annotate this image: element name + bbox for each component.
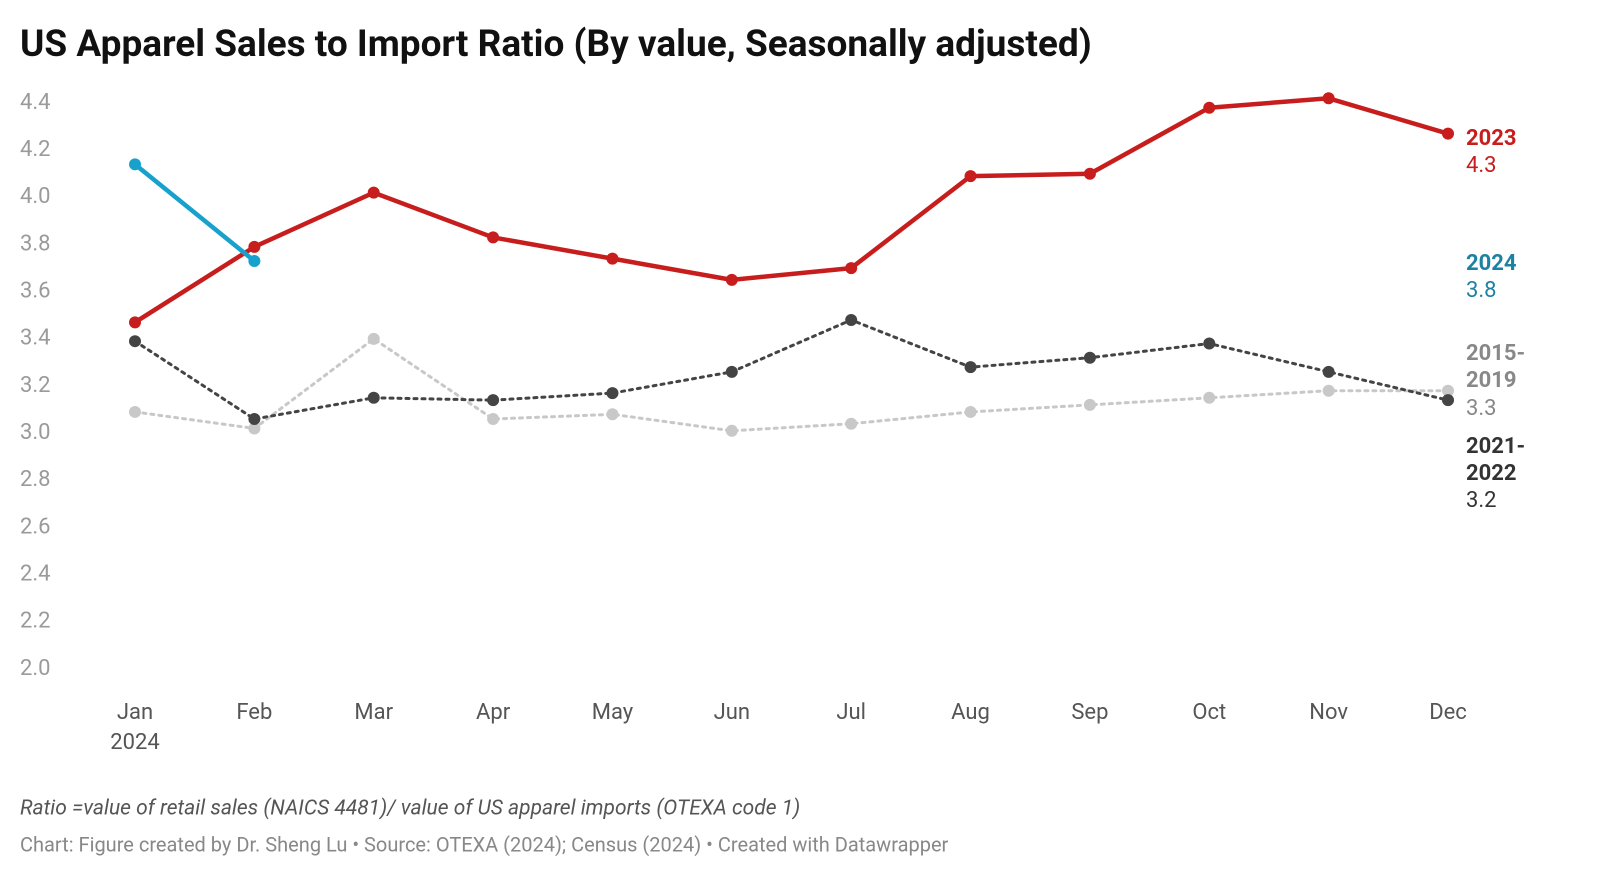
data-point: [1203, 391, 1216, 404]
series-label-part: 2022: [1466, 461, 1517, 486]
y-tick-label: 2.8: [20, 467, 51, 492]
data-point: [487, 394, 500, 407]
series-label: 2024: [1466, 251, 1517, 276]
y-tick-label: 3.4: [20, 326, 51, 351]
data-point: [964, 405, 977, 418]
data-point: [606, 252, 619, 265]
series-end-label: 3.3: [1466, 396, 1497, 421]
x-tick-label: Apr: [476, 700, 511, 725]
y-tick-label: 4.0: [20, 184, 51, 209]
x-tick-label: Sep: [1071, 700, 1108, 725]
series-label: 2015-2019: [1466, 341, 1525, 393]
data-point: [248, 255, 261, 268]
x-year-label: 2024: [110, 730, 159, 755]
data-point: [248, 422, 261, 435]
x-tick-label: May: [592, 700, 634, 725]
y-tick-label: 4.4: [20, 90, 51, 115]
series-line: [132, 96, 1451, 325]
data-point: [129, 158, 141, 171]
data-point: [129, 405, 141, 418]
data-point: [487, 231, 500, 244]
data-point: [1203, 101, 1216, 114]
data-point: [367, 391, 380, 404]
series-label-part: 2019: [1466, 368, 1517, 393]
data-point: [1322, 365, 1335, 378]
x-tick-label: Mar: [354, 700, 393, 725]
y-tick-label: 2.4: [20, 561, 51, 586]
y-tick-label: 3.6: [20, 278, 51, 303]
data-point: [248, 240, 261, 253]
data-point: [964, 170, 977, 183]
data-point: [1203, 337, 1216, 350]
data-point: [606, 408, 619, 421]
data-point: [1083, 351, 1096, 364]
x-tick-label: Feb: [236, 700, 272, 725]
data-point: [1083, 167, 1096, 180]
data-point: [1322, 92, 1335, 105]
x-tick-label: Oct: [1192, 700, 1226, 725]
series-end-label: 3.2: [1466, 488, 1497, 513]
series-label-part: 2015-: [1466, 341, 1525, 366]
data-point: [367, 332, 380, 345]
data-point: [606, 387, 619, 400]
data-point: [1442, 384, 1454, 397]
data-point: [725, 424, 738, 437]
chart-note: Ratio =value of retail sales (NAICS 4481…: [20, 797, 800, 821]
x-tick-label: Aug: [951, 700, 990, 725]
data-point: [248, 413, 261, 426]
x-tick-label: Jul: [836, 700, 866, 725]
x-tick-label: Dec: [1429, 700, 1467, 725]
series-line: [133, 337, 1450, 433]
series-line: [132, 162, 257, 264]
series-label: 2021-2022: [1466, 434, 1525, 486]
series-label-part: 2021-: [1466, 434, 1525, 459]
data-point: [845, 417, 858, 430]
data-point: [367, 186, 380, 199]
data-point: [845, 313, 858, 326]
y-tick-label: 3.8: [20, 231, 51, 256]
data-point: [129, 335, 141, 348]
y-tick-label: 2.6: [20, 514, 51, 539]
chart-title: US Apparel Sales to Import Ratio (By val…: [20, 23, 1092, 66]
data-point: [1442, 127, 1454, 140]
series-end-label: 3.8: [1466, 278, 1497, 303]
series-line: [133, 318, 1450, 421]
y-tick-label: 4.2: [20, 137, 51, 162]
data-point: [845, 262, 858, 275]
y-tick-label: 3.2: [20, 373, 51, 398]
y-tick-label: 2.2: [20, 609, 51, 634]
data-point: [725, 273, 738, 286]
data-point: [1322, 384, 1335, 397]
x-tick-label: Jun: [714, 700, 750, 725]
data-point: [1442, 394, 1454, 407]
y-tick-label: 2.0: [20, 656, 51, 681]
series-label: 2023: [1466, 126, 1517, 151]
chart-source: Chart: Figure created by Dr. Sheng Lu • …: [20, 832, 949, 856]
x-tick-label: Jan: [117, 700, 153, 725]
data-point: [725, 365, 738, 378]
data-point: [487, 413, 500, 426]
data-point: [964, 361, 977, 374]
data-point: [129, 316, 141, 329]
x-tick-label: Nov: [1309, 700, 1348, 725]
series-end-label: 4.3: [1466, 153, 1497, 178]
y-tick-label: 3.0: [20, 420, 51, 445]
data-point: [1083, 398, 1096, 411]
